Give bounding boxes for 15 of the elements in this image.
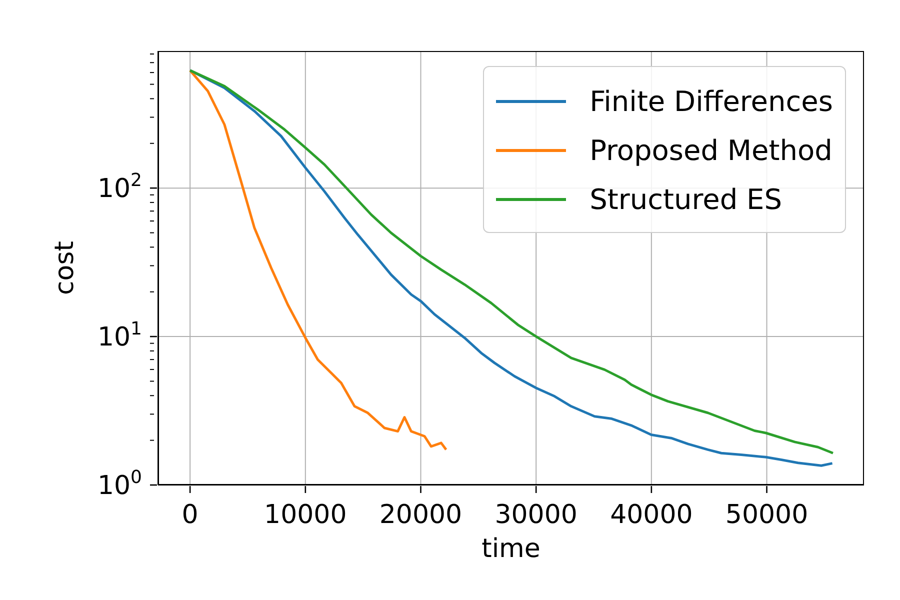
x-tick-label: 0: [182, 500, 198, 530]
legend-label: Structured ES: [590, 183, 782, 216]
y-axis-title: cost: [50, 241, 80, 295]
x-tick-label: 20000: [379, 500, 462, 530]
y-tick-label: 10$^{1}$: [97, 318, 142, 353]
x-axis-title: time: [482, 534, 540, 564]
y-tick-label: 10$^{2}$: [97, 170, 142, 204]
x-tick-label: 30000: [494, 500, 578, 530]
x-tick-label: 40000: [610, 500, 693, 530]
x-tick-label: 10000: [264, 500, 347, 530]
y-tick-label: 10$^{0}$: [97, 467, 142, 501]
legend-label: Proposed Method: [590, 134, 832, 167]
x-tick-label: 50000: [725, 500, 808, 530]
line-series: [188, 69, 448, 451]
legend-label: Finite Differences: [590, 85, 833, 118]
